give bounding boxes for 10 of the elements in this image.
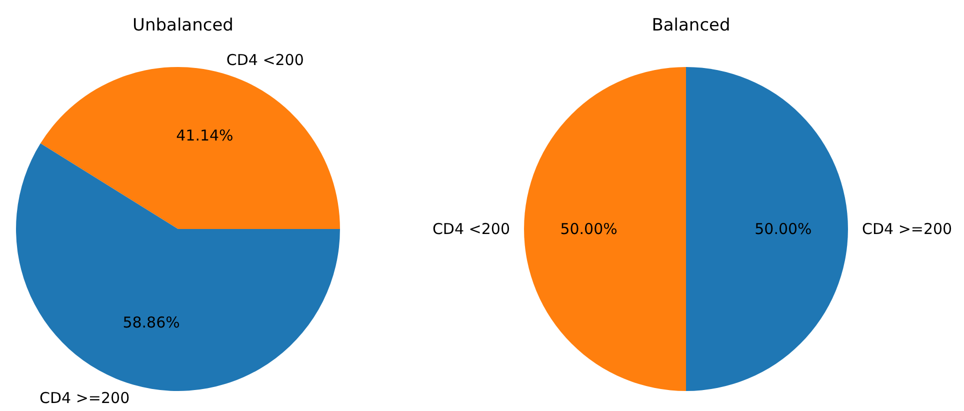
data-label: 41.14% <box>176 126 234 145</box>
slice-label: CD4 <200 <box>432 220 510 238</box>
data-label: 58.86% <box>122 313 180 332</box>
slice-label: CD4 >=200 <box>862 220 952 238</box>
data-label: 50.00% <box>560 220 618 238</box>
chart-title: Unbalanced <box>132 16 234 36</box>
chart-title: Balanced <box>652 16 730 36</box>
slice-label: CD4 <200 <box>226 50 304 69</box>
slice-label: CD4 >=200 <box>40 389 130 408</box>
data-label: 50.00% <box>754 220 812 238</box>
